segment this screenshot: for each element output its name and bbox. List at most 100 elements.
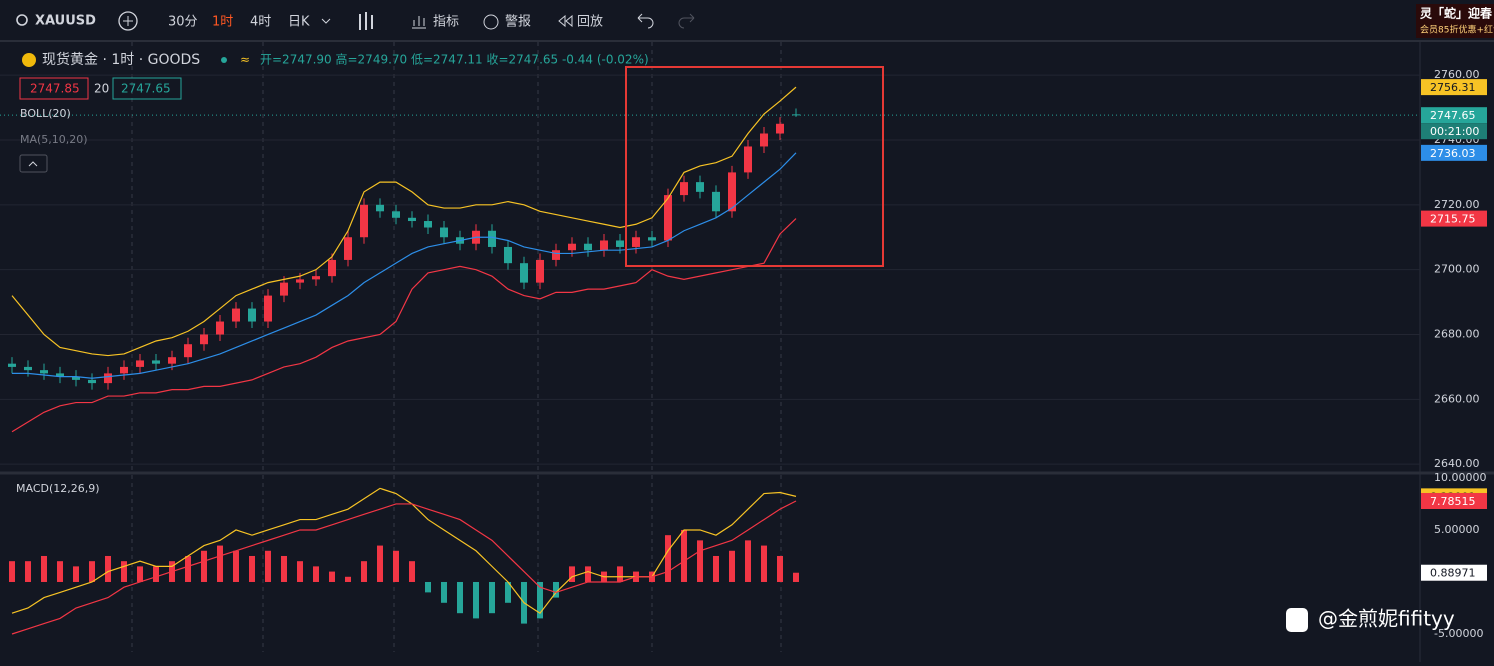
y-tick-label: 2640.00 (1434, 457, 1480, 470)
candle-body (696, 182, 704, 192)
histogram-bar (249, 555, 255, 582)
indicator-label: BOLL(20) (20, 107, 71, 120)
boll-line (11, 218, 797, 433)
candle-body (56, 373, 64, 377)
y-tick-label: -5.00000 (1434, 627, 1483, 640)
market-status (221, 57, 227, 63)
spread: 20 (94, 82, 109, 96)
price-tag-label: 2715.75 (1430, 213, 1476, 226)
candle-body (504, 246, 512, 264)
button[interactable]: 回放 (577, 15, 603, 30)
candle-body (632, 237, 640, 247)
candle-body (88, 379, 96, 384)
bid-box[interactable] (19, 77, 89, 100)
candle-body (392, 211, 400, 218)
ask-box[interactable] (112, 77, 182, 100)
candle-body (728, 172, 736, 212)
histogram-bar (201, 550, 207, 582)
interval[interactable]: 4时 (250, 15, 271, 30)
candle-body (616, 240, 624, 247)
indicator-label: MA(5,10,20) (20, 133, 88, 146)
add-icon[interactable] (118, 11, 138, 31)
collapse-button[interactable] (19, 154, 48, 173)
symbol[interactable]: XAUUSD (35, 14, 96, 29)
undo[interactable] (637, 13, 654, 29)
candle-body (664, 195, 672, 241)
histogram-bar (569, 566, 575, 582)
candle-body (8, 363, 16, 367)
candle-body (168, 357, 176, 364)
ad-banner[interactable] (1416, 4, 1494, 38)
histogram-bar (473, 581, 479, 619)
histogram-bar (89, 561, 95, 582)
candle-body (776, 123, 784, 134)
symbol-logo (22, 53, 36, 67)
ad-title: 灵「蛇」迎春 (1420, 6, 1493, 21)
chart-type-icon[interactable] (359, 12, 373, 30)
watermark-logo (1286, 608, 1308, 632)
histogram-bar (265, 550, 271, 582)
interval-active[interactable]: 1时 (212, 15, 233, 30)
price-tag (1421, 79, 1487, 96)
histogram-bar (121, 561, 127, 582)
histogram-bar (537, 581, 543, 619)
candle-body (744, 146, 752, 173)
ad-text: 会员85折优惠+红包 (1420, 24, 1494, 36)
candle-body (312, 276, 320, 280)
y-tick-label: 2680.00 (1434, 327, 1480, 340)
replay-icon (558, 14, 573, 28)
histogram-bar (185, 555, 191, 582)
candle-body (712, 191, 720, 212)
button[interactable]: 指标 (433, 15, 459, 30)
boll-line (11, 86, 797, 357)
price-tag-label: 2756.31 (1430, 81, 1476, 94)
histogram-bar (281, 555, 287, 582)
price-tag-label: 7.78515 (1430, 495, 1476, 508)
histogram-bar (105, 555, 111, 582)
histogram-bar (585, 566, 591, 582)
chevron[interactable] (321, 18, 331, 24)
histogram-bar (9, 561, 15, 582)
candle-body (760, 133, 768, 147)
histogram-bar (73, 566, 79, 582)
boll-line (12, 152, 797, 379)
histogram-bar (617, 566, 623, 582)
candle-body (296, 279, 304, 283)
histogram-bar (329, 571, 335, 582)
candle-body (200, 334, 208, 345)
price-tag (1421, 564, 1487, 581)
candle-body (40, 370, 48, 374)
candle-body (376, 204, 384, 212)
histogram-bar (761, 545, 767, 582)
histogram-bar (489, 581, 495, 614)
histogram-bar (505, 581, 511, 603)
y-tick-label: 10.00000 (1434, 471, 1487, 484)
candle-body (216, 321, 224, 335)
candle-body (648, 237, 656, 241)
candle-body (520, 263, 528, 283)
ask: 2747.65 (121, 82, 171, 96)
search-icon[interactable] (16, 14, 28, 26)
button[interactable]: 警报 (505, 14, 531, 30)
histogram-bar (697, 540, 703, 582)
histogram-bar (729, 550, 735, 582)
candle-body (552, 250, 560, 260)
price-tag (1421, 210, 1487, 227)
candle-body (328, 259, 336, 277)
price-tag-label: 00:21:00 (1430, 125, 1479, 138)
histogram-bar (745, 540, 751, 582)
histogram-bar (713, 555, 719, 582)
price-tag (1421, 144, 1487, 161)
collapse-chevron (28, 161, 38, 167)
candle-body (248, 308, 256, 322)
candle-body (24, 366, 32, 371)
histogram-bar (457, 581, 463, 614)
candle-body (360, 204, 368, 238)
histogram-bar (313, 566, 319, 582)
interval[interactable]: 30分 (168, 15, 198, 30)
interval[interactable]: 日K (288, 15, 310, 30)
redo[interactable] (678, 13, 695, 29)
histogram-bar (777, 555, 783, 582)
